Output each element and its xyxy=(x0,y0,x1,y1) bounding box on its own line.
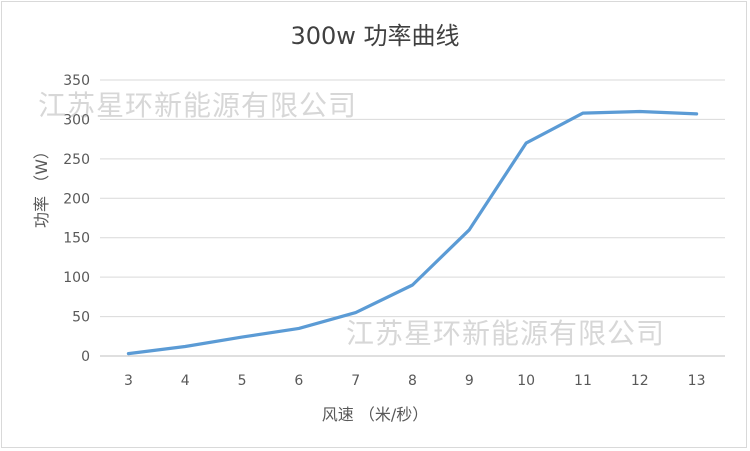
y-tick-label: 200 xyxy=(63,191,90,207)
x-tick-label: 8 xyxy=(408,373,417,389)
x-tick-label: 9 xyxy=(465,373,474,389)
series-line xyxy=(126,109,699,356)
y-tick-label: 50 xyxy=(72,310,90,326)
x-tick-label: 7 xyxy=(351,373,360,389)
y-tick-label: 250 xyxy=(63,152,90,168)
y-tick-label: 0 xyxy=(81,349,90,365)
y-tick-label: 350 xyxy=(63,73,90,89)
x-tick-label: 3 xyxy=(124,373,133,389)
x-tick-label: 5 xyxy=(238,373,247,389)
x-tick-label: 12 xyxy=(631,373,649,389)
y-tick-label: 100 xyxy=(63,270,90,286)
x-tick-label: 6 xyxy=(294,373,303,389)
watermark-text: 江苏星环新能源有限公司 xyxy=(346,317,666,350)
watermark-text: 江苏星环新能源有限公司 xyxy=(38,89,358,122)
x-tick-label: 11 xyxy=(574,373,592,389)
chart-title: 300w 功率曲线 xyxy=(290,22,460,50)
x-tick-label: 4 xyxy=(181,373,190,389)
y-tick-label: 150 xyxy=(63,231,90,247)
x-tick-label: 10 xyxy=(517,373,535,389)
y-tick-label: 300 xyxy=(63,112,90,128)
x-tick-label: 13 xyxy=(688,373,706,389)
x-axis-label: 风速 （米/秒） xyxy=(321,405,429,424)
